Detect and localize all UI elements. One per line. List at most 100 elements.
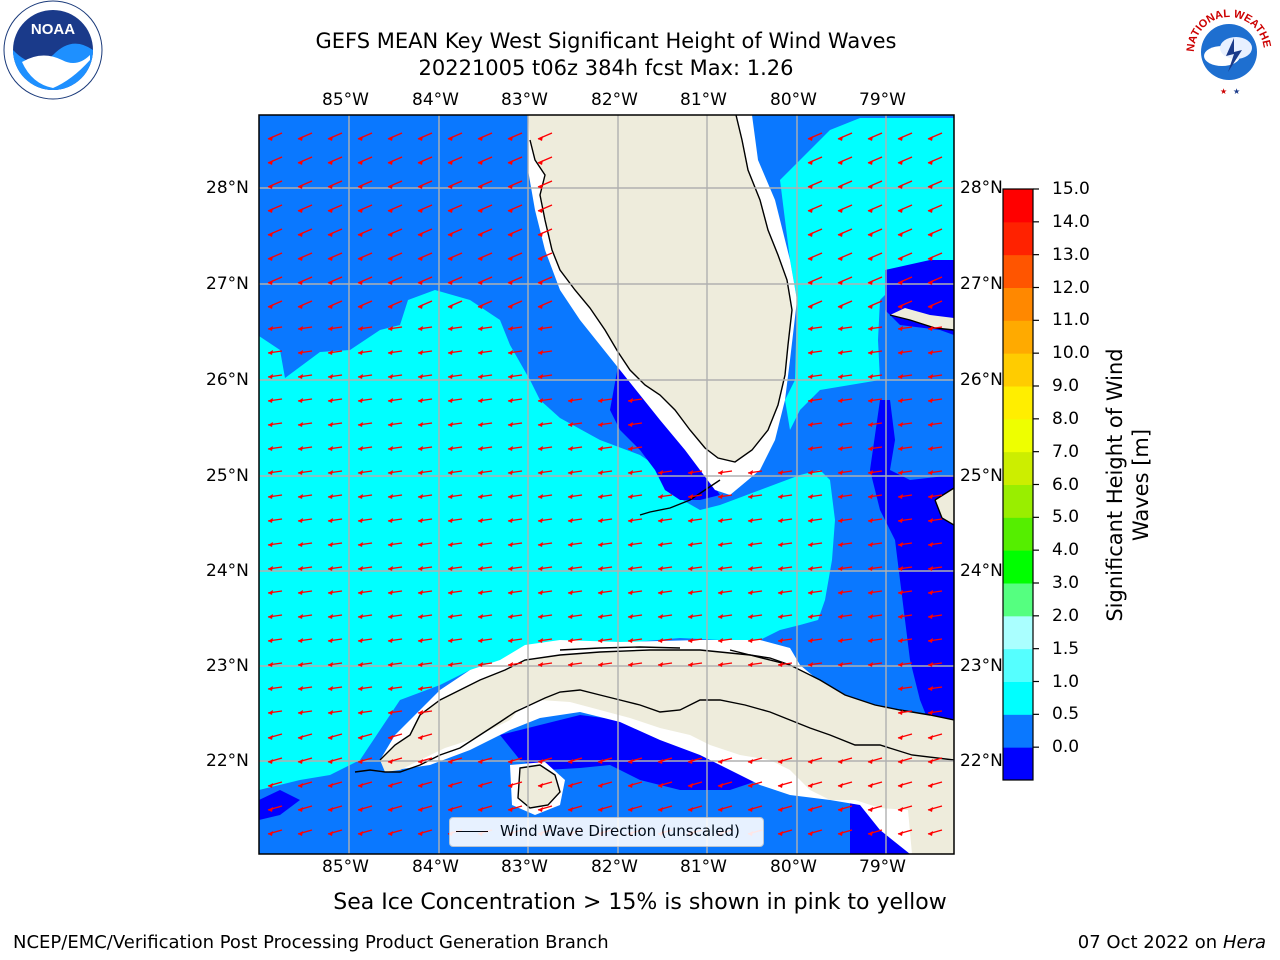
wind-wave-arrow-head — [778, 831, 783, 836]
wind-wave-arrow-head — [568, 518, 573, 523]
wind-wave-arrow-head — [298, 280, 303, 285]
lat-label-left-22n: 22°N — [206, 751, 249, 771]
wind-wave-arrow-head — [388, 542, 393, 547]
wind-wave-arrow-head — [808, 160, 813, 165]
wind-wave-arrow-head — [898, 759, 903, 764]
wind-wave-arrow-head — [598, 470, 603, 475]
wind-wave-arrow-head — [328, 280, 333, 285]
colorbar-tick-label: 15.0 — [1052, 179, 1090, 199]
wind-wave-arrow-head — [508, 542, 513, 547]
wind-wave-arrow-head — [568, 590, 573, 595]
host-name: Hera — [1222, 932, 1266, 953]
wind-wave-arrow-head — [868, 494, 873, 499]
wind-wave-arrow-head — [928, 518, 933, 523]
wind-wave-arrow-head — [448, 446, 453, 451]
wind-wave-arrow-head — [748, 662, 753, 667]
colorbar-segment — [1003, 648, 1033, 682]
wind-wave-arrow-head — [778, 518, 783, 523]
colorbar-segment — [1003, 320, 1033, 354]
wind-wave-arrow-head — [418, 735, 423, 740]
lat-label-right-24n: 24°N — [960, 561, 1003, 581]
wind-wave-arrow-head — [328, 735, 333, 740]
wind-wave-arrow-head — [418, 566, 423, 571]
wind-wave-arrow-head — [928, 422, 933, 427]
wind-wave-arrow-head — [808, 542, 813, 547]
wind-wave-arrow-head — [538, 326, 543, 331]
wind-wave-arrow-head — [478, 422, 483, 427]
wind-wave-arrow-head — [388, 422, 393, 427]
lon-label-bottom-82w: 82°W — [591, 857, 638, 877]
wind-wave-arrow-head — [358, 232, 363, 237]
wind-wave-arrow-head — [268, 280, 273, 285]
wind-wave-arrow-head — [928, 638, 933, 643]
wind-wave-arrow-head — [448, 350, 453, 355]
wind-wave-arrow-head — [508, 256, 513, 261]
wind-wave-arrow-head — [928, 735, 933, 740]
wind-wave-arrow-head — [688, 494, 693, 499]
wind-wave-arrow-head — [898, 326, 903, 331]
wind-wave-arrow-head — [598, 638, 603, 643]
wind-wave-arrow-head — [298, 470, 303, 475]
wind-wave-arrow-head — [418, 446, 423, 451]
wind-wave-arrow-head — [328, 398, 333, 403]
wind-wave-arrow-head — [418, 783, 423, 788]
wind-wave-arrow-head — [448, 494, 453, 499]
wind-wave-arrow-head — [868, 232, 873, 237]
colorbar — [1003, 189, 1033, 781]
wind-wave-arrow-head — [448, 542, 453, 547]
wind-wave-arrow-head — [448, 614, 453, 619]
wind-wave-arrow-head — [328, 304, 333, 309]
wind-wave-arrow-head — [928, 398, 933, 403]
wind-wave-arrow-head — [448, 470, 453, 475]
wind-wave-arrow-head — [778, 494, 783, 499]
colorbar-tick-label: 6.0 — [1052, 474, 1080, 495]
wind-wave-arrow-head — [778, 783, 783, 788]
colorbar-segment — [1003, 221, 1033, 256]
wind-wave-arrow-head — [298, 184, 303, 189]
wind-wave-arrow-head — [808, 590, 813, 595]
wind-wave-arrow-head — [328, 759, 333, 764]
wind-wave-arrow-head — [718, 662, 723, 667]
colorbar-segment — [1003, 681, 1033, 715]
wind-wave-arrow-head — [358, 422, 363, 427]
wind-wave-arrow-head — [388, 807, 393, 812]
wind-wave-arrow-head — [268, 614, 273, 619]
wind-wave-arrow-head — [868, 398, 873, 403]
wind-wave-arrow-head — [778, 638, 783, 643]
lat-label-right-22n: 22°N — [960, 751, 1003, 771]
wind-wave-arrow-head — [928, 855, 933, 860]
wind-wave-arrow-head — [898, 566, 903, 571]
wind-wave-arrow-head — [568, 446, 573, 451]
wind-wave-arrow-head — [628, 566, 633, 571]
wind-wave-arrow-head — [328, 638, 333, 643]
wind-wave-arrow-head — [538, 280, 543, 285]
lon-label-bottom-79w: 79°W — [859, 857, 906, 877]
wind-wave-arrow-head — [328, 831, 333, 836]
lat-label-right-26n: 26°N — [960, 370, 1003, 390]
wind-wave-arrow-head — [808, 470, 813, 475]
wind-wave-arrow-head — [268, 374, 273, 379]
wind-wave-arrow-head — [388, 831, 393, 836]
wind-wave-arrow-head — [598, 494, 603, 499]
wind-wave-arrow-head — [268, 446, 273, 451]
wind-wave-arrow-head — [448, 759, 453, 764]
wind-wave-arrow-head — [868, 256, 873, 261]
colorbar-tick-label: 5.0 — [1052, 507, 1080, 528]
wind-wave-arrow-head — [298, 160, 303, 165]
wind-wave-arrow-head — [598, 518, 603, 523]
wind-wave-arrow-head — [868, 807, 873, 812]
wind-wave-arrow-head — [898, 280, 903, 285]
wind-wave-arrow-head — [598, 614, 603, 619]
wind-wave-arrow-head — [358, 160, 363, 165]
wind-wave-arrow-head — [838, 374, 843, 379]
wind-wave-arrow-head — [538, 350, 543, 355]
wind-wave-arrow-head — [268, 160, 273, 165]
wind-wave-arrow-head — [928, 184, 933, 189]
wind-wave-arrow-head — [898, 590, 903, 595]
map-legend: Wind Wave Direction (unscaled) — [449, 817, 764, 847]
wind-wave-arrow-head — [838, 280, 843, 285]
wind-wave-arrow-head — [688, 759, 693, 764]
wind-wave-arrow-head — [508, 136, 513, 141]
wind-wave-arrow-head — [388, 590, 393, 595]
wind-wave-arrow-head — [388, 398, 393, 403]
